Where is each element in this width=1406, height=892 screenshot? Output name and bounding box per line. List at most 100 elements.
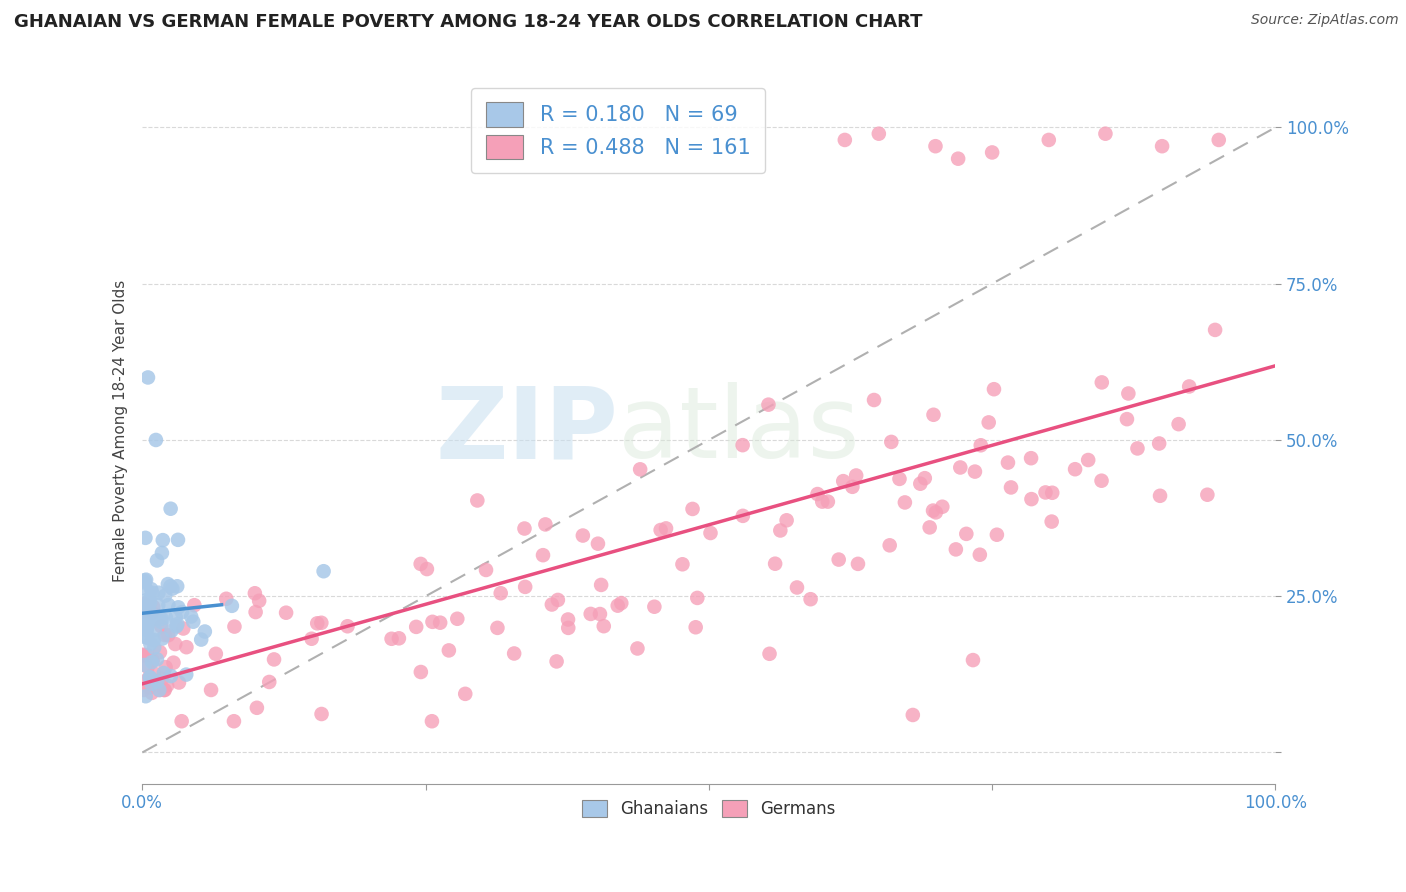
Point — [486, 621, 509, 635]
Point — [150, 672, 173, 686]
Point — [763, 557, 786, 571]
Point — [170, 714, 193, 729]
Point — [153, 683, 176, 698]
Point — [606, 599, 628, 613]
Point — [1035, 485, 1057, 500]
Y-axis label: Female Poverty Among 18-24 Year Olds: Female Poverty Among 18-24 Year Olds — [114, 279, 128, 582]
Point — [132, 610, 155, 624]
Point — [405, 620, 427, 634]
Point — [446, 612, 468, 626]
Point — [134, 601, 156, 615]
Point — [138, 681, 160, 695]
Point — [416, 562, 439, 576]
Point — [1126, 442, 1149, 456]
Point — [910, 476, 932, 491]
Point — [135, 615, 157, 630]
Text: ZIP: ZIP — [436, 382, 619, 479]
Point — [454, 687, 477, 701]
Point — [167, 600, 190, 615]
Point — [134, 531, 156, 545]
Point — [145, 611, 167, 625]
Point — [731, 508, 754, 523]
Point — [868, 127, 890, 141]
Point — [221, 599, 243, 613]
Point — [132, 605, 155, 619]
Point — [134, 574, 156, 588]
Point — [259, 675, 281, 690]
Point — [420, 714, 443, 729]
Point — [997, 456, 1019, 470]
Point — [1040, 515, 1063, 529]
Point — [150, 612, 173, 626]
Point — [1021, 492, 1043, 507]
Point — [955, 526, 977, 541]
Point — [409, 665, 432, 679]
Point — [148, 683, 170, 698]
Point — [409, 557, 432, 571]
Point — [503, 647, 526, 661]
Point — [540, 598, 562, 612]
Point — [149, 683, 172, 698]
Point — [969, 548, 991, 562]
Point — [686, 591, 709, 605]
Point — [589, 607, 612, 621]
Point — [155, 660, 177, 674]
Point — [949, 460, 972, 475]
Point — [138, 670, 160, 684]
Point — [769, 524, 792, 538]
Point — [1147, 436, 1170, 450]
Point — [731, 438, 754, 452]
Point — [141, 655, 163, 669]
Point — [156, 679, 179, 693]
Point — [828, 552, 851, 566]
Point — [166, 579, 188, 593]
Point — [546, 655, 568, 669]
Point — [758, 647, 780, 661]
Point — [1208, 133, 1230, 147]
Point — [142, 599, 165, 614]
Point — [160, 669, 183, 683]
Point — [1116, 412, 1139, 426]
Point — [162, 656, 184, 670]
Point — [146, 553, 169, 567]
Point — [832, 474, 855, 488]
Point — [800, 592, 823, 607]
Legend: Ghanaians, Germans: Ghanaians, Germans — [575, 793, 842, 825]
Point — [150, 632, 173, 646]
Point — [136, 660, 159, 674]
Point — [183, 598, 205, 612]
Point — [467, 493, 489, 508]
Point — [136, 370, 159, 384]
Point — [157, 628, 180, 642]
Point — [136, 619, 159, 633]
Point — [215, 591, 238, 606]
Point — [150, 615, 173, 629]
Point — [135, 582, 157, 596]
Point — [586, 537, 609, 551]
Point — [148, 598, 170, 612]
Point — [1197, 488, 1219, 502]
Point — [534, 517, 557, 532]
Point — [134, 597, 156, 611]
Point — [388, 632, 411, 646]
Point — [150, 619, 173, 633]
Point — [610, 596, 633, 610]
Point — [924, 139, 946, 153]
Point — [1204, 323, 1226, 337]
Point — [143, 640, 166, 655]
Point — [190, 632, 212, 647]
Point — [572, 528, 595, 542]
Point — [174, 667, 197, 681]
Point — [194, 624, 217, 639]
Point — [983, 382, 1005, 396]
Point — [180, 609, 202, 624]
Text: Source: ZipAtlas.com: Source: ZipAtlas.com — [1251, 13, 1399, 28]
Point — [136, 648, 159, 663]
Point — [274, 606, 297, 620]
Point — [311, 615, 333, 630]
Point — [165, 637, 187, 651]
Point — [817, 494, 839, 508]
Point — [579, 607, 602, 621]
Point — [963, 465, 986, 479]
Point — [157, 598, 180, 612]
